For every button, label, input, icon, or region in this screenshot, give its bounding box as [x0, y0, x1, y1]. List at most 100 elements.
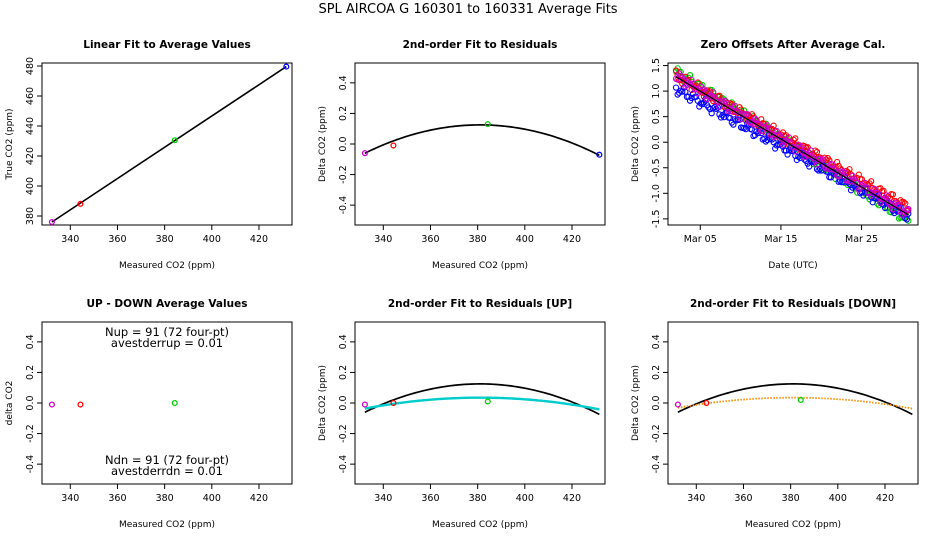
data-point-magenta — [688, 76, 695, 83]
x-tick-label: 380 — [782, 493, 800, 504]
x-tick-label: Mar 25 — [845, 234, 878, 245]
panel-title: Linear Fit to Average Values — [83, 39, 251, 51]
data-point-red — [826, 157, 833, 164]
x-tick-label: 340 — [374, 493, 392, 504]
fit-curve-fit — [364, 124, 600, 157]
data-point-red — [900, 199, 907, 206]
data-point — [77, 200, 84, 207]
fit-curve-down — [677, 396, 913, 410]
y-axis-label: Delta CO2 (ppm) — [318, 106, 328, 182]
data-point — [361, 150, 368, 157]
y-tick-label: -0.4 — [338, 196, 349, 215]
data-point-magenta — [751, 115, 759, 122]
x-tick-label: 400 — [203, 493, 221, 504]
data-point-red — [833, 158, 841, 166]
x-tick-label: 400 — [203, 234, 221, 245]
y-tick-label: 0.0 — [651, 135, 662, 150]
data-point-magenta — [689, 80, 697, 87]
data-point-red — [868, 178, 875, 185]
plot-frame — [41, 62, 293, 226]
y-tick-label: 0.5 — [651, 109, 662, 124]
y-tick-label: 420 — [25, 147, 36, 165]
y-tick-label: 0.0 — [338, 395, 349, 410]
panel-1: Linear Fit to Average Values 340 360 380 400… — [5, 39, 293, 271]
y-tick-label: -1.0 — [651, 184, 662, 203]
x-axis-label: Measured CO2 (ppm) — [432, 520, 528, 530]
data-point — [48, 401, 55, 408]
y-tick-label: 0.4 — [651, 334, 662, 349]
y-tick-label: -0.4 — [338, 455, 349, 474]
data-point-magenta — [820, 156, 827, 163]
data-point-red — [889, 191, 896, 198]
y-tick-label: 0.0 — [651, 395, 662, 410]
data-point-blue — [782, 147, 790, 154]
data-point-magenta — [802, 150, 810, 158]
data-point-blue — [860, 192, 867, 199]
panel-title: Zero Offsets After Average Cal. — [701, 39, 886, 51]
data-point-magenta — [801, 153, 808, 161]
data-point-blue — [869, 199, 876, 206]
data-point-magenta — [700, 86, 708, 93]
x-tick-label: 340 — [687, 493, 705, 504]
plot-area — [48, 63, 290, 225]
data-point-magenta — [869, 189, 876, 197]
y-tick-label: -0.4 — [25, 455, 36, 474]
data-point — [674, 401, 681, 408]
data-point-blue — [881, 204, 889, 212]
x-tick-label: 420 — [563, 493, 581, 504]
data-point — [484, 121, 491, 128]
y-tick-label: 400 — [25, 177, 36, 195]
data-point — [171, 399, 178, 407]
data-point — [48, 218, 55, 225]
x-tick-label: 360 — [108, 234, 126, 245]
data-point-magenta — [731, 102, 739, 109]
data-point-red — [770, 122, 777, 129]
panel-4: UP - DOWN Average Values 340 360 380 400 420 -… — [5, 298, 293, 530]
data-point — [484, 398, 491, 405]
y-axis-label: Delta CO2 (ppm) — [318, 365, 328, 441]
x-tick-label: 360 — [108, 493, 126, 504]
data-point-magenta — [877, 199, 884, 206]
y-axis-label: delta CO2 — [5, 381, 15, 426]
annotation-text: avestderrup = 0.01 — [111, 336, 223, 350]
data-point-red — [902, 200, 909, 207]
x-tick-label: 420 — [876, 493, 894, 504]
plot-frame — [667, 62, 919, 226]
x-tick-label: 420 — [250, 493, 268, 504]
y-tick-label: -1.5 — [651, 210, 662, 229]
x-axis-label: Measured CO2 (ppm) — [432, 261, 528, 271]
data-point-magenta — [730, 104, 737, 111]
data-point-magenta — [792, 148, 799, 155]
data-point-magenta — [785, 134, 793, 141]
panel-title: 2nd-order Fit to Residuals — [403, 39, 558, 51]
data-point-magenta — [807, 147, 814, 154]
x-tick-label: 380 — [469, 493, 487, 504]
data-point-red — [880, 187, 887, 194]
data-point-magenta — [895, 201, 903, 209]
data-point-magenta — [765, 125, 773, 132]
y-axis-label: Delta CO2 (ppm) — [631, 106, 641, 182]
y-tick-label: 460 — [25, 87, 36, 105]
plot-area — [361, 121, 603, 158]
panel-title: 2nd-order Fit to Residuals [UP] — [388, 298, 572, 310]
data-point-magenta — [744, 110, 751, 118]
panel-3: Zero Offsets After Average Cal. Mar 05 Mar… — [631, 39, 919, 271]
y-tick-label: -0.2 — [651, 424, 662, 443]
x-tick-label: Mar 15 — [764, 234, 797, 245]
data-point — [171, 137, 178, 144]
x-tick-label: 400 — [516, 234, 534, 245]
data-point — [283, 63, 290, 70]
fit-line — [51, 65, 287, 223]
y-tick-label: 1.5 — [651, 58, 662, 73]
y-tick-label: -0.2 — [338, 424, 349, 443]
data-point-blue — [679, 88, 686, 95]
data-point-blue — [903, 216, 910, 223]
y-tick-label: 0.2 — [25, 365, 36, 380]
fit-curve-up — [364, 396, 600, 411]
y-tick-label: 0.0 — [25, 395, 36, 410]
data-point-magenta — [773, 127, 780, 135]
panel-title: UP - DOWN Average Values — [87, 298, 248, 310]
data-point-blue — [795, 153, 802, 160]
data-point-blue — [672, 84, 680, 91]
y-tick-label: -0.5 — [651, 158, 662, 177]
